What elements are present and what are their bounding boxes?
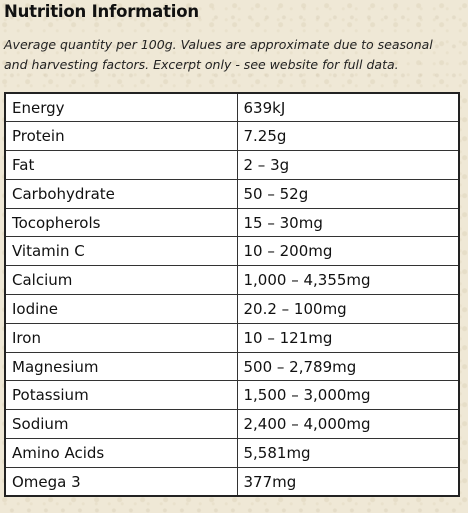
table-row: Fat 2 – 3g <box>4 150 460 180</box>
nutrient-amount: 500 – 2,789mg <box>236 351 460 382</box>
nutrient-amount: 639kJ <box>236 92 460 123</box>
nutrient-amount: 50 – 52g <box>236 178 460 209</box>
nutrient-name: Vitamin C <box>4 236 238 267</box>
nutrient-name: Iron <box>4 322 238 353</box>
page-title: Nutrition Information <box>4 2 199 21</box>
nutrient-name: Sodium <box>4 409 238 440</box>
table-row: Magnesium 500 – 2,789mg <box>4 351 460 382</box>
nutrient-name: Potassium <box>4 380 238 411</box>
nutrient-amount: 10 – 200mg <box>236 236 460 267</box>
table-row: Omega 3 377mg <box>4 466 460 497</box>
nutrient-name: Fat <box>4 150 238 180</box>
nutrient-amount: 7.25g <box>236 121 460 152</box>
table-row: Carbohydrate 50 – 52g <box>4 178 460 209</box>
table-row: Protein 7.25g <box>4 121 460 152</box>
table-row: Calcium 1,000 – 4,355mg <box>4 265 460 296</box>
nutrient-name: Calcium <box>4 265 238 296</box>
table-row: Amino Acids 5,581mg <box>4 438 460 468</box>
nutrient-name: Energy <box>4 92 238 123</box>
nutrient-amount: 10 – 121mg <box>236 322 460 353</box>
nutrient-name: Tocopherols <box>4 207 238 238</box>
nutrient-name: Protein <box>4 121 238 152</box>
quantity-note: Average quantity per 100g. Values are ap… <box>4 37 433 72</box>
nutrient-amount: 15 – 30mg <box>236 207 460 238</box>
table-row: Potassium 1,500 – 3,000mg <box>4 380 460 411</box>
nutrient-name: Iodine <box>4 294 238 324</box>
nutrient-amount: 1,000 – 4,355mg <box>236 265 460 296</box>
nutrient-name: Carbohydrate <box>4 178 238 209</box>
table-row: Iron 10 – 121mg <box>4 322 460 353</box>
nutrient-amount: 5,581mg <box>236 438 460 468</box>
nutrient-name: Magnesium <box>4 351 238 382</box>
nutrient-name: Omega 3 <box>4 466 238 497</box>
nutrient-amount: 1,500 – 3,000mg <box>236 380 460 411</box>
nutrient-amount: 2 – 3g <box>236 150 460 180</box>
table-row: Tocopherols 15 – 30mg <box>4 207 460 238</box>
nutrition-table: Energy 639kJ Protein 7.25g Fat 2 – 3g Ca… <box>4 92 460 498</box>
table-row: Iodine 20.2 – 100mg <box>4 294 460 324</box>
nutrient-amount: 377mg <box>236 466 460 497</box>
table-row: Vitamin C 10 – 200mg <box>4 236 460 267</box>
table-row: Energy 639kJ <box>4 92 460 123</box>
nutrient-amount: 20.2 – 100mg <box>236 294 460 324</box>
nutrition-table-body: Energy 639kJ Protein 7.25g Fat 2 – 3g Ca… <box>4 92 460 497</box>
table-row: Sodium 2,400 – 4,000mg <box>4 409 460 440</box>
nutrient-amount: 2,400 – 4,000mg <box>236 409 460 440</box>
nutrient-name: Amino Acids <box>4 438 238 468</box>
